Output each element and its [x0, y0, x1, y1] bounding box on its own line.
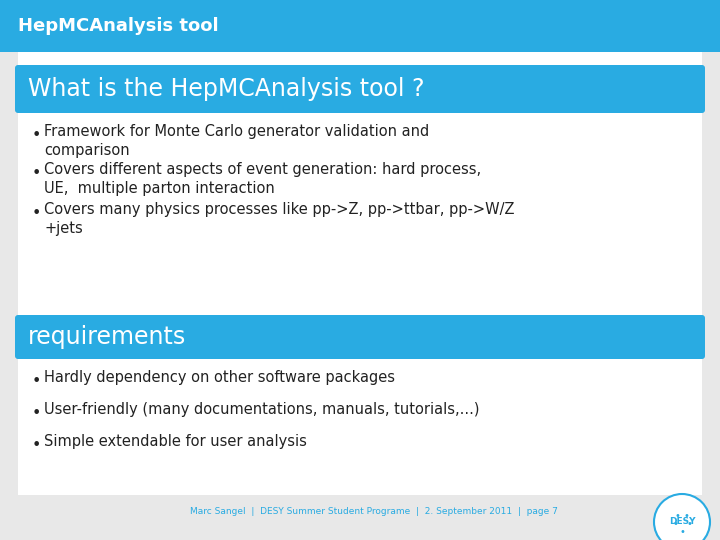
FancyBboxPatch shape — [15, 65, 705, 113]
Bar — [18, 52, 702, 495]
Text: •: • — [672, 519, 678, 529]
Text: •: • — [32, 374, 41, 389]
Text: •: • — [32, 406, 41, 421]
FancyBboxPatch shape — [15, 315, 705, 359]
Text: •: • — [32, 438, 41, 453]
Text: •: • — [686, 519, 692, 529]
Text: Covers many physics processes like pp->Z, pp->ttbar, pp->W/Z
+jets: Covers many physics processes like pp->Z… — [44, 202, 515, 236]
Text: •: • — [679, 527, 685, 537]
Text: User-friendly (many documentations, manuals, tutorials,...): User-friendly (many documentations, manu… — [44, 402, 480, 417]
Text: HepMCAnalysis tool: HepMCAnalysis tool — [18, 17, 219, 35]
Circle shape — [654, 494, 710, 540]
Text: Hardly dependency on other software packages: Hardly dependency on other software pack… — [44, 370, 395, 385]
Text: •: • — [32, 128, 41, 143]
Text: •: • — [32, 166, 41, 181]
Text: •: • — [32, 206, 41, 221]
Text: What is the HepMCAnalysis tool ?: What is the HepMCAnalysis tool ? — [28, 77, 425, 101]
Text: Framework for Monte Carlo generator validation and
comparison: Framework for Monte Carlo generator vali… — [44, 124, 429, 158]
Text: Covers different aspects of event generation: hard process,
UE,  multiple parton: Covers different aspects of event genera… — [44, 162, 481, 196]
Text: requirements: requirements — [28, 325, 186, 349]
Text: Marc Sangel  |  DESY Summer Student Programe  |  2. September 2011  |  page 7: Marc Sangel | DESY Summer Student Progra… — [191, 508, 558, 516]
Text: Simple extendable for user analysis: Simple extendable for user analysis — [44, 434, 307, 449]
Text: DESY: DESY — [669, 517, 696, 526]
Bar — [0, 0, 720, 52]
Text: • •: • • — [675, 511, 690, 521]
